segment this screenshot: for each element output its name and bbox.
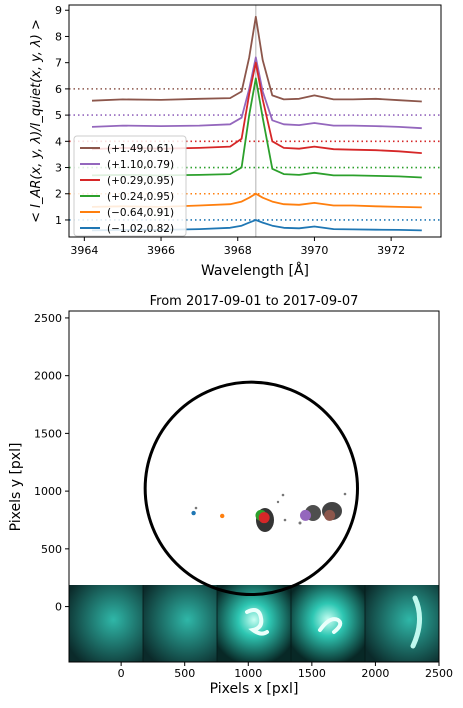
x-tick-label: 2000 (361, 667, 389, 680)
x-tick-label: 1000 (234, 667, 262, 680)
feature-point-4 (299, 509, 311, 521)
aia-thumbnails (69, 585, 439, 662)
disk-x-label: Pixels x [pxl] (210, 681, 299, 697)
feature-point-5 (324, 509, 336, 521)
spectrum-series-5 (91, 219, 422, 232)
legend-label: (−1.02,0.82) (107, 223, 174, 235)
disk-y-ticks: 0 500 1000 1500 2000 2500 (34, 312, 69, 614)
y-tick-label: 1500 (34, 427, 62, 440)
y-tick-label: 1000 (34, 485, 62, 498)
y-tick-label: 2 (55, 188, 62, 201)
x-tick-label: 1500 (298, 667, 326, 680)
legend: (+1.49,0.61) (+1.10,0.79) (+0.29,0.95) (+0.… (73, 135, 187, 237)
legend-label: (+1.10,0.79) (107, 159, 174, 171)
disk-y-label: Pixels y [pxl] (8, 443, 24, 532)
loop-feature-icon (318, 617, 343, 634)
solar-disk-outline (143, 380, 359, 597)
disk-plot-area (69, 311, 439, 662)
feature-point-1 (220, 513, 225, 519)
y-tick-label: 500 (41, 543, 62, 556)
disk-axes-frame (68, 310, 440, 663)
spectrum-lines-group (91, 15, 422, 232)
x-tick-label: 2500 (425, 667, 453, 680)
y-tick-label: 6 (55, 83, 62, 96)
y-tick-label: 2000 (34, 370, 62, 383)
y-tick-label: 2500 (34, 312, 62, 325)
legend-box (73, 135, 187, 237)
spectrum-x-ticks: 3964 3966 3968 3970 3972 (70, 237, 405, 257)
y-tick-label: 9 (55, 4, 62, 17)
aia-thumbnail-1 (69, 585, 143, 662)
x-tick-label: 500 (174, 667, 195, 680)
spectrum-series-2 (91, 61, 422, 154)
x-tick-label: 3972 (377, 244, 405, 257)
aia-thumbnail-2 (143, 585, 217, 662)
spectrum-y-label: < I_AR(x, y, λ)/I_quiet(x, y, λ) > (29, 19, 44, 223)
spectrum-series-1 (91, 56, 422, 130)
y-tick-label: 7 (55, 57, 62, 70)
spectrum-x-label: Wavelength [Å] (201, 262, 309, 279)
disk-x-ticks: 0 500 1000 1500 2000 2500 (118, 662, 453, 680)
legend-label: (+1.49,0.61) (107, 143, 174, 155)
spectrum-panel: 3964 3966 3968 3970 3972 1 2 3 4 5 6 7 8 9 Wavelengt… (29, 4, 442, 279)
disk-panel: From 2017-09-01 to 2017-09-07 (8, 294, 453, 697)
limb-feature-icon (410, 595, 422, 649)
x-tick-label: 0 (118, 667, 125, 680)
spectrum-series-0 (91, 15, 422, 103)
y-tick-label: 5 (55, 109, 62, 122)
y-tick-label: 8 (55, 30, 62, 43)
legend-label: (+0.29,0.95) (107, 175, 174, 187)
x-tick-label: 3970 (300, 244, 328, 257)
x-tick-label: 3964 (70, 244, 98, 257)
y-tick-label: 0 (55, 601, 62, 614)
x-tick-label: 3968 (224, 244, 252, 257)
loop-feature-icon (245, 608, 269, 636)
feature-point-3 (258, 512, 270, 524)
spectrum-series-3 (91, 77, 422, 179)
feature-point-0 (191, 510, 196, 516)
x-tick-label: 3966 (147, 244, 175, 257)
disk-title: From 2017-09-01 to 2017-09-07 (150, 294, 359, 309)
feature-points-group (191, 509, 336, 524)
aia-thumbnail-3 (217, 585, 291, 662)
spectrum-series-4 (91, 192, 422, 209)
y-tick-label: 4 (55, 135, 62, 148)
y-tick-label: 1 (55, 214, 62, 227)
spectrum-y-ticks: 1 2 3 4 5 6 7 8 9 (55, 4, 69, 227)
legend-items: (+1.49,0.61) (+1.10,0.79) (+0.29,0.95) (+0.… (80, 143, 174, 235)
legend-label: (+0.24,0.95) (107, 191, 174, 203)
spectrum-axes-frame (68, 4, 442, 238)
aia-thumbnail-5 (365, 585, 439, 662)
legend-label: (−0.64,0.91) (107, 207, 174, 219)
y-tick-label: 3 (55, 162, 62, 175)
